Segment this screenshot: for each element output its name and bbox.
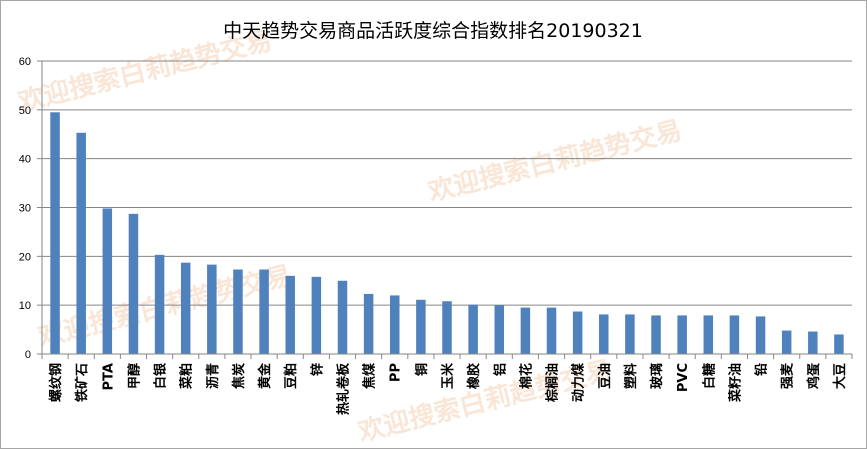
y-tick-label: 50 — [19, 105, 31, 117]
x-tick-label: 塑料 — [623, 363, 639, 389]
bar — [259, 269, 269, 354]
bar — [285, 275, 295, 354]
axes — [37, 60, 853, 359]
x-tick-label: 棉花 — [518, 363, 534, 389]
y-tick-label: 60 — [19, 56, 31, 68]
x-tick-label: 焦炭 — [231, 363, 247, 390]
bar — [180, 262, 191, 354]
x-axis-labels: 螺纹钢 铁矿石 PTA 甲醇 白银 菜粕 沥青 焦炭 黄金 豆粕锌热轧卷板 焦煤 PP 铜玉米 橡胶铝棉花… — [48, 362, 848, 415]
bar — [651, 315, 661, 354]
x-tick-label: 铅 — [754, 363, 770, 376]
x-tick-label: 白银 — [153, 362, 169, 389]
x-tick-label: 菜籽油 — [727, 363, 743, 403]
bars — [50, 112, 844, 355]
bar — [389, 295, 400, 354]
bar — [76, 132, 86, 354]
x-tick-label: 棕榈油 — [545, 363, 561, 403]
x-tick-label: PTA — [101, 363, 116, 390]
bar — [337, 280, 348, 354]
x-tick-label: 玉米 — [440, 362, 456, 389]
x-tick-label: 热轧卷板 — [335, 362, 351, 415]
x-tick-label: 动力煤 — [571, 363, 587, 402]
x-tick-label: 大豆 — [832, 363, 848, 389]
x-tick-label: 铝 — [492, 363, 508, 376]
bar — [311, 276, 322, 354]
bar — [546, 307, 557, 354]
x-tick-label: 豆油 — [597, 363, 613, 389]
bar — [729, 315, 740, 354]
bar — [625, 314, 635, 354]
x-tick-label: 甲醇 — [126, 363, 142, 389]
x-tick-label: 玻璃 — [649, 363, 665, 389]
x-tick-label: 强麦 — [780, 362, 796, 389]
y-axis-ticks: 0 10 20 30 40 50 60 — [19, 56, 31, 361]
y-tick-label: 10 — [19, 300, 31, 312]
bar — [834, 334, 844, 354]
chart-title: 中天趋势交易商品活跃度综合指数排名20190321 — [223, 20, 643, 42]
watermark-text: 欢迎搜索白莉趋势交易 — [424, 115, 685, 208]
y-tick-label: 20 — [19, 251, 31, 263]
bar — [808, 331, 818, 354]
x-tick-label: 豆粕 — [283, 363, 299, 389]
x-tick-label: 螺纹钢 — [48, 363, 64, 402]
x-tick-label: 菜粕 — [179, 363, 195, 390]
bar — [494, 305, 505, 354]
bar — [781, 330, 792, 354]
bar — [207, 264, 217, 354]
bar — [442, 301, 452, 354]
bar — [572, 311, 583, 354]
y-tick-label: 40 — [19, 154, 31, 166]
x-tick-label: 铁矿石 — [74, 363, 90, 403]
bar — [468, 304, 478, 354]
bar — [363, 293, 374, 354]
bar — [520, 307, 531, 354]
x-tick-label: 鸡蛋 — [806, 363, 822, 390]
bar — [50, 112, 60, 355]
x-tick-label: 黄金 — [257, 362, 273, 389]
x-tick-label: 橡胶 — [466, 363, 482, 389]
bar — [233, 269, 243, 354]
x-tick-label: PP — [389, 363, 404, 382]
bar — [677, 315, 687, 354]
bar — [154, 254, 165, 354]
x-tick-label: PVC — [676, 363, 691, 392]
watermark-text: 欢迎搜索白莉趋势交易 — [34, 260, 295, 353]
x-tick-label: 锌 — [309, 363, 325, 376]
y-tick-label: 30 — [19, 203, 31, 215]
bar — [102, 208, 113, 354]
y-tick-label: 0 — [25, 349, 31, 361]
x-tick-label: 沥青 — [205, 363, 221, 389]
bar — [755, 316, 766, 354]
bar — [703, 315, 714, 354]
bar — [416, 299, 426, 354]
x-tick-label: 白糖 — [701, 363, 717, 389]
bar — [128, 213, 139, 354]
x-tick-label: 铜 — [414, 363, 430, 377]
x-tick-label: 焦煤 — [362, 363, 378, 390]
bar — [599, 314, 609, 354]
